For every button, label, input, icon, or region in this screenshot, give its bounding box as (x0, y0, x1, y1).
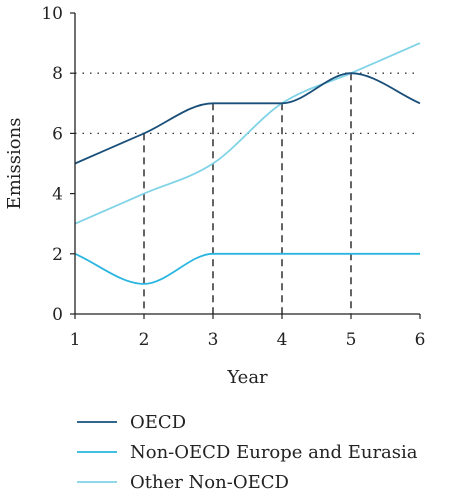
x-tick-label: 3 (208, 330, 219, 350)
series-line-other-non-oecd (74, 42, 421, 225)
x-tick-label: 6 (415, 330, 426, 350)
y-tick-label: 8 (52, 64, 63, 84)
axes (74, 13, 420, 315)
y-axis-title: Emissions (4, 118, 25, 210)
y-tick-label: 4 (52, 185, 63, 205)
x-tick-label: 1 (70, 330, 81, 350)
y-tick-label: 10 (41, 4, 63, 24)
y-tick-label: 0 (52, 305, 63, 325)
ticks: 1 2 3 4 5 6 0 2 4 6 8 10 (41, 4, 425, 350)
x-axis-title: Year (226, 367, 268, 388)
x-tick-label: 2 (139, 330, 150, 350)
legend-label-oecd: OECD (130, 412, 186, 433)
legend: OECD Non-OECD Europe and Eurasia Other Non… (77, 412, 418, 493)
y-tick-label: 6 (52, 124, 63, 144)
y-tick-label: 2 (52, 245, 63, 265)
x-tick-label: 4 (277, 330, 288, 350)
x-tick-label: 5 (346, 330, 357, 350)
legend-label-non-oecd-europe-and-eurasia: Non-OECD Europe and Eurasia (130, 442, 418, 463)
series-line-non-oecd-europe-and-eurasia (74, 252, 420, 285)
series-lines (74, 42, 421, 285)
series-line-oecd (74, 72, 421, 165)
legend-label-other-non-oecd: Other Non-OECD (130, 472, 289, 493)
grid (75, 72, 420, 314)
